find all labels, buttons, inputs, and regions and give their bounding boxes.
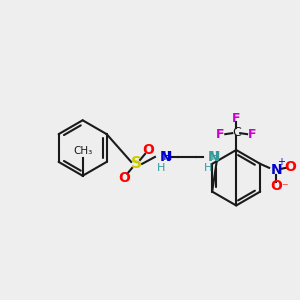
Text: C: C <box>232 126 241 139</box>
Text: O: O <box>142 143 154 157</box>
Text: N: N <box>160 150 172 164</box>
Text: H: H <box>204 163 213 173</box>
Text: O: O <box>284 160 296 174</box>
Text: H: H <box>163 150 172 164</box>
Text: N: N <box>208 150 219 164</box>
Text: N: N <box>270 163 282 177</box>
Text: F: F <box>248 128 256 141</box>
Text: +: + <box>277 157 285 167</box>
Text: F: F <box>232 112 240 125</box>
Text: H: H <box>157 163 165 173</box>
Text: O: O <box>270 179 282 193</box>
Text: S: S <box>130 156 142 171</box>
Text: O: O <box>118 171 130 185</box>
Text: H: H <box>211 150 220 164</box>
Text: CH₃: CH₃ <box>73 146 92 156</box>
Text: ⁻: ⁻ <box>281 181 287 194</box>
Text: F: F <box>216 128 225 141</box>
